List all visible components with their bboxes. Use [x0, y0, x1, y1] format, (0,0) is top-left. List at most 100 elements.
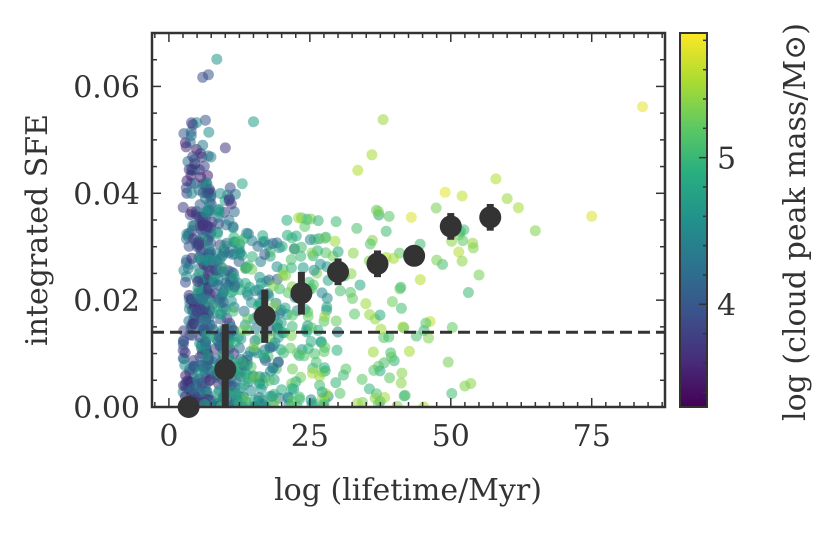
scatter-point — [308, 264, 320, 276]
scatter-point — [366, 149, 378, 161]
scatter-point — [259, 249, 271, 260]
x-tick-label: 0 — [159, 419, 178, 454]
scatter-point — [462, 287, 474, 298]
scatter-point — [201, 178, 213, 190]
scatter-point — [395, 377, 407, 389]
scatter-point — [446, 322, 458, 333]
scatter-point — [302, 310, 314, 322]
median-point — [479, 206, 502, 229]
scatter-point — [281, 214, 293, 226]
scatter-point — [248, 116, 259, 128]
scatter-point — [347, 293, 358, 304]
scatter-point — [356, 373, 368, 385]
scatter-point — [364, 309, 376, 321]
colorbar — [679, 32, 708, 408]
scatter-point — [199, 336, 211, 348]
scatter-point — [262, 239, 274, 251]
scatter-point — [187, 151, 199, 162]
scatter-point — [397, 321, 409, 333]
scatter-point — [442, 356, 454, 368]
scatter-point — [218, 286, 229, 298]
scatter-point — [203, 126, 215, 138]
scatter-point — [383, 331, 395, 343]
scatter-point — [242, 260, 254, 272]
scatter-point — [349, 308, 360, 320]
scatter-point — [177, 339, 189, 350]
scatter-point — [386, 296, 398, 308]
scatter-point — [399, 389, 411, 401]
scatter-point — [197, 139, 209, 151]
scatter-point — [295, 250, 307, 262]
scatter-point — [187, 219, 199, 231]
y-axis: 0.00 0.02 0.04 0.06 — [73, 32, 665, 426]
scatter-point — [453, 246, 465, 258]
scatter-point — [420, 317, 432, 329]
scatter-point — [418, 401, 430, 407]
scatter-point — [193, 236, 205, 248]
colorbar-title: log (cloud peak mass/M⊙) — [778, 23, 813, 421]
scatter-point — [330, 315, 342, 327]
scatter-point — [193, 252, 204, 264]
scatter-point — [321, 292, 333, 304]
scatter-point — [337, 369, 349, 381]
scatter-point — [347, 247, 359, 259]
scatter-point — [234, 247, 246, 259]
scatter-point — [430, 202, 442, 214]
x-tick-label: 25 — [291, 419, 329, 454]
scatter-point — [405, 211, 417, 223]
scatter-point — [242, 313, 254, 325]
scatter-point — [360, 298, 372, 310]
scatter-point — [290, 230, 302, 242]
scatter-point — [257, 230, 269, 242]
scatter-point — [319, 232, 331, 244]
scatter-point — [192, 276, 204, 287]
scatter-point — [181, 175, 193, 187]
colorbar-tick-label: 4 — [717, 288, 736, 323]
scatter-point — [201, 254, 213, 266]
scatter-point — [286, 383, 298, 395]
scatter-point — [235, 356, 247, 368]
scatter-point — [312, 215, 324, 227]
scatter-point — [586, 210, 598, 222]
scatter-point — [197, 293, 209, 305]
x-tick-label: 75 — [573, 419, 611, 454]
scatter-point — [383, 210, 395, 222]
scatter-point — [319, 311, 331, 322]
scatter-point — [211, 228, 223, 240]
scatter-point — [334, 285, 346, 297]
scatter-point — [264, 374, 276, 386]
scatter-point — [384, 372, 396, 384]
scatter-point — [183, 164, 195, 175]
scatter-point — [330, 216, 342, 228]
scatter-point — [276, 241, 288, 252]
y-tick-label: 0.02 — [73, 284, 140, 319]
y-tick-label: 0.06 — [73, 70, 140, 105]
scatter-point — [431, 254, 443, 266]
scatter-point — [351, 398, 363, 407]
scatter-point — [321, 301, 333, 313]
scatter-point — [286, 309, 298, 321]
x-tick-label: 50 — [432, 419, 470, 454]
scatter-point — [306, 322, 318, 334]
median-point — [214, 358, 237, 381]
scatter-point — [446, 388, 458, 399]
scatter-point — [272, 331, 284, 343]
scatter-point — [197, 220, 209, 231]
scatter-point — [364, 238, 376, 250]
scatter-point — [238, 379, 250, 391]
scatter-point — [177, 201, 189, 213]
scatter-point — [185, 126, 197, 138]
scatter-point — [268, 280, 280, 292]
binned-medians — [177, 203, 502, 418]
scatter-point — [213, 203, 225, 215]
scatter-point — [352, 164, 364, 176]
scatter-point — [369, 392, 381, 404]
scatter-point — [225, 295, 237, 307]
scatter-point — [332, 246, 344, 258]
scatter-point — [191, 306, 203, 318]
scatter-point — [306, 367, 318, 379]
scatter-point — [240, 277, 251, 289]
scatter-point — [249, 401, 261, 407]
scatter-point — [330, 377, 342, 389]
scatter-point — [284, 342, 296, 354]
